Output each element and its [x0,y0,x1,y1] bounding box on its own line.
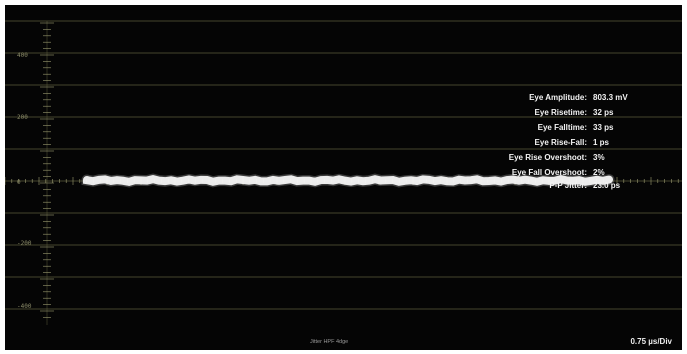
scope-screen: 400 200 0 -200 -400 Eye Amplitude: 803.3… [5,5,682,350]
trigger-source-label: Jitter HPF 4dge [310,339,349,345]
measurement-value: 1 ps [593,138,610,147]
y-axis-label-400: 400 [17,52,28,59]
y-axis-label-200: 200 [17,114,28,121]
measurement-eye-rise-overshoot: Eye Rise Overshoot: 3% [425,153,675,167]
y-axis-label-neg200: -200 [17,240,32,247]
measurement-eye-risetime: Eye Risetime: 32 ps [425,108,675,122]
measurement-eye-amplitude: Eye Amplitude: 803.3 mV [425,93,675,107]
y-axis-label-0: 0 [17,179,21,186]
measurement-pp-jitter: P-P Jitter: 23.0 ps [425,181,675,195]
measurement-label: Eye Risetime: [534,108,587,117]
measurement-value: 23.0 ps [593,181,621,190]
measurement-value: 3% [593,153,605,162]
measurement-label: Eye Amplitude: [529,93,587,102]
eye-trace [81,173,615,188]
measurement-value: 2% [593,168,605,177]
y-axis-label-neg400: -400 [17,303,32,310]
waveform-display [5,20,682,325]
measurement-label: P-P Jitter: [549,181,587,190]
measurement-label: Eye Rise-Fall: [534,138,587,147]
measurement-label: Eye Rise Overshoot: [508,153,587,162]
measurement-eye-rise-fall: Eye Rise-Fall: 1 ps [425,138,675,152]
measurement-eye-falltime: Eye Falltime: 33 ps [425,123,675,137]
measurement-value: 33 ps [593,123,614,132]
eye-trace-glow [81,173,615,188]
measurement-value: 803.3 mV [593,93,628,102]
time-per-division-readout: 0.75 µs/Div [630,337,672,346]
eye-trace-band [83,174,613,186]
measurement-eye-fall-overshoot: Eye Fall Overshoot: 2% [425,168,675,182]
measurement-value: 32 ps [593,108,614,117]
measurement-label: Eye Fall Overshoot: [511,168,587,177]
measurement-label: Eye Falltime: [537,123,587,132]
